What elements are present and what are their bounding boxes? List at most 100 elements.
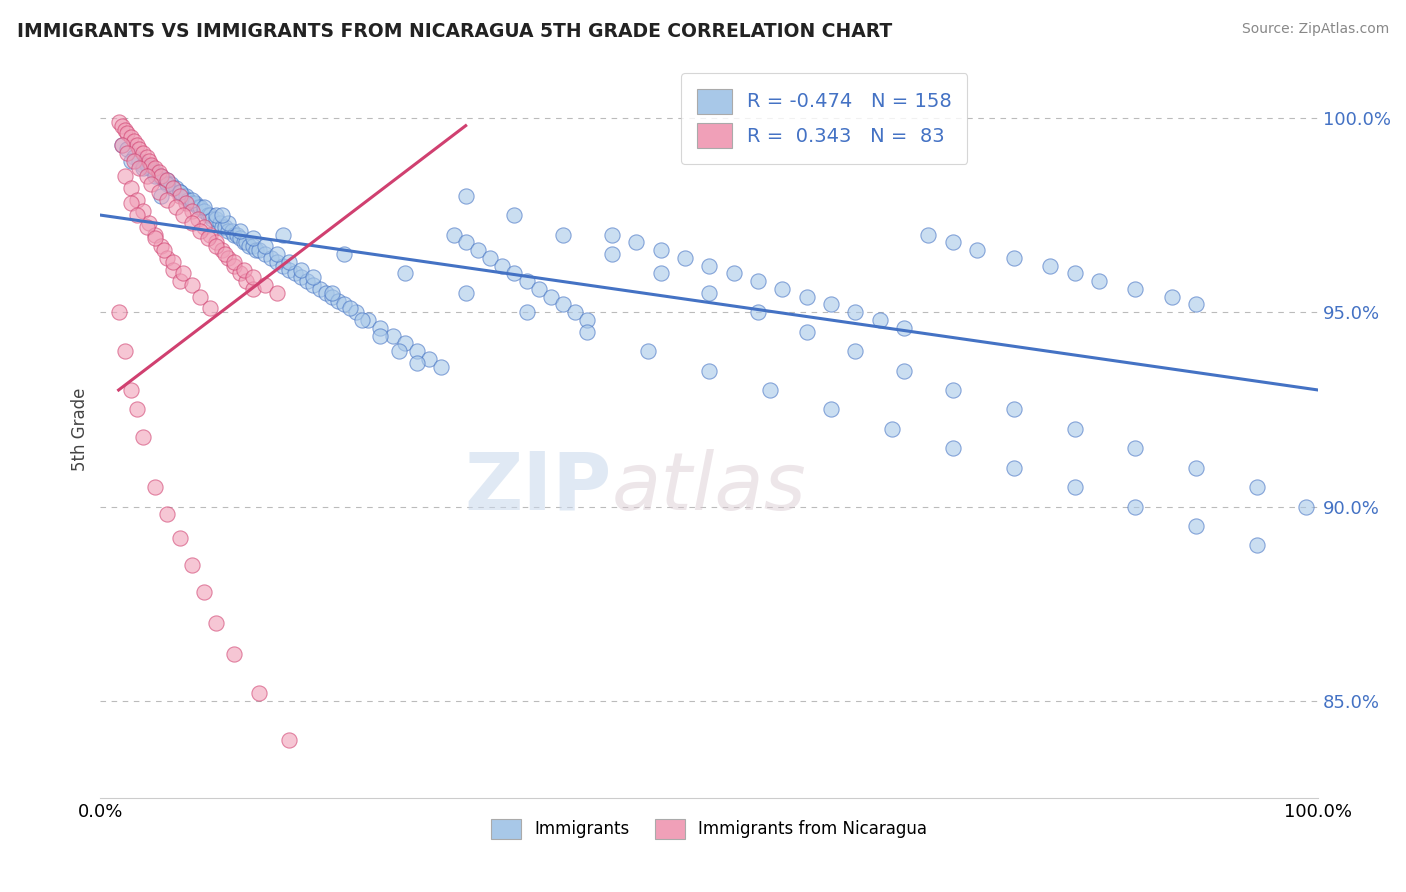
Point [211,219,233,234]
Point [297,274,319,288]
Point [193,200,215,214]
Point [120,153,142,168]
Point [1088,274,1111,288]
Point [796,290,818,304]
Point [321,290,343,304]
Point [260,251,283,265]
Point [352,313,374,327]
Point [180,193,202,207]
Point [114,344,136,359]
Point [467,243,489,257]
Point [174,196,197,211]
Point [266,247,288,261]
Point [1063,480,1085,494]
Point [247,243,270,257]
Point [576,325,599,339]
Point [516,305,538,319]
Point [253,247,276,261]
Point [339,301,361,316]
Point [388,344,411,359]
Point [418,351,440,366]
Point [107,305,129,319]
Point [214,247,236,261]
Point [180,196,202,211]
Point [844,344,866,359]
Point [111,119,134,133]
Point [128,153,150,168]
Point [148,185,170,199]
Point [169,188,191,202]
Point [370,320,392,334]
Point [156,173,179,187]
Point [344,305,367,319]
Point [624,235,647,250]
Point [143,480,166,494]
Point [553,297,575,311]
Point [673,251,696,265]
Point [169,274,191,288]
Point [120,196,142,211]
Point [172,266,194,280]
Point [125,402,148,417]
Point [869,313,891,327]
Point [205,616,228,631]
Point [138,216,160,230]
Point [229,266,252,280]
Point [747,274,769,288]
Point [723,266,745,280]
Point [114,169,136,184]
Point [205,235,228,250]
Point [224,259,246,273]
Point [759,383,782,397]
Point [796,325,818,339]
Point [1002,251,1025,265]
Point [124,134,146,148]
Point [1063,266,1085,280]
Point [188,290,211,304]
Point [600,247,623,261]
Y-axis label: 5th Grade: 5th Grade [72,387,89,471]
Point [697,363,720,377]
Point [150,169,173,184]
Point [172,208,194,222]
Point [242,270,264,285]
Point [942,235,965,250]
Point [278,254,301,268]
Point [156,177,179,191]
Point [217,251,239,265]
Point [454,285,477,300]
Point [637,344,659,359]
Point [221,224,243,238]
Point [650,243,672,257]
Point [844,305,866,319]
Point [201,211,224,226]
Point [381,328,404,343]
Point [1002,460,1025,475]
Point [169,185,191,199]
Point [540,290,562,304]
Point [278,732,301,747]
Point [697,259,720,273]
Text: ZIP: ZIP [464,449,612,527]
Point [253,239,276,253]
Point [650,266,672,280]
Point [284,266,307,280]
Point [308,282,330,296]
Point [503,266,526,280]
Point [169,185,191,199]
Point [141,161,163,176]
Point [266,254,288,268]
Point [141,177,163,191]
Point [1125,282,1147,296]
Point [229,231,252,245]
Point [160,177,183,191]
Point [1161,290,1184,304]
Point [326,293,349,308]
Point [224,227,246,242]
Point [115,145,138,160]
Point [271,259,294,273]
Point [132,157,155,171]
Point [516,274,538,288]
Point [697,285,720,300]
Point [188,224,211,238]
